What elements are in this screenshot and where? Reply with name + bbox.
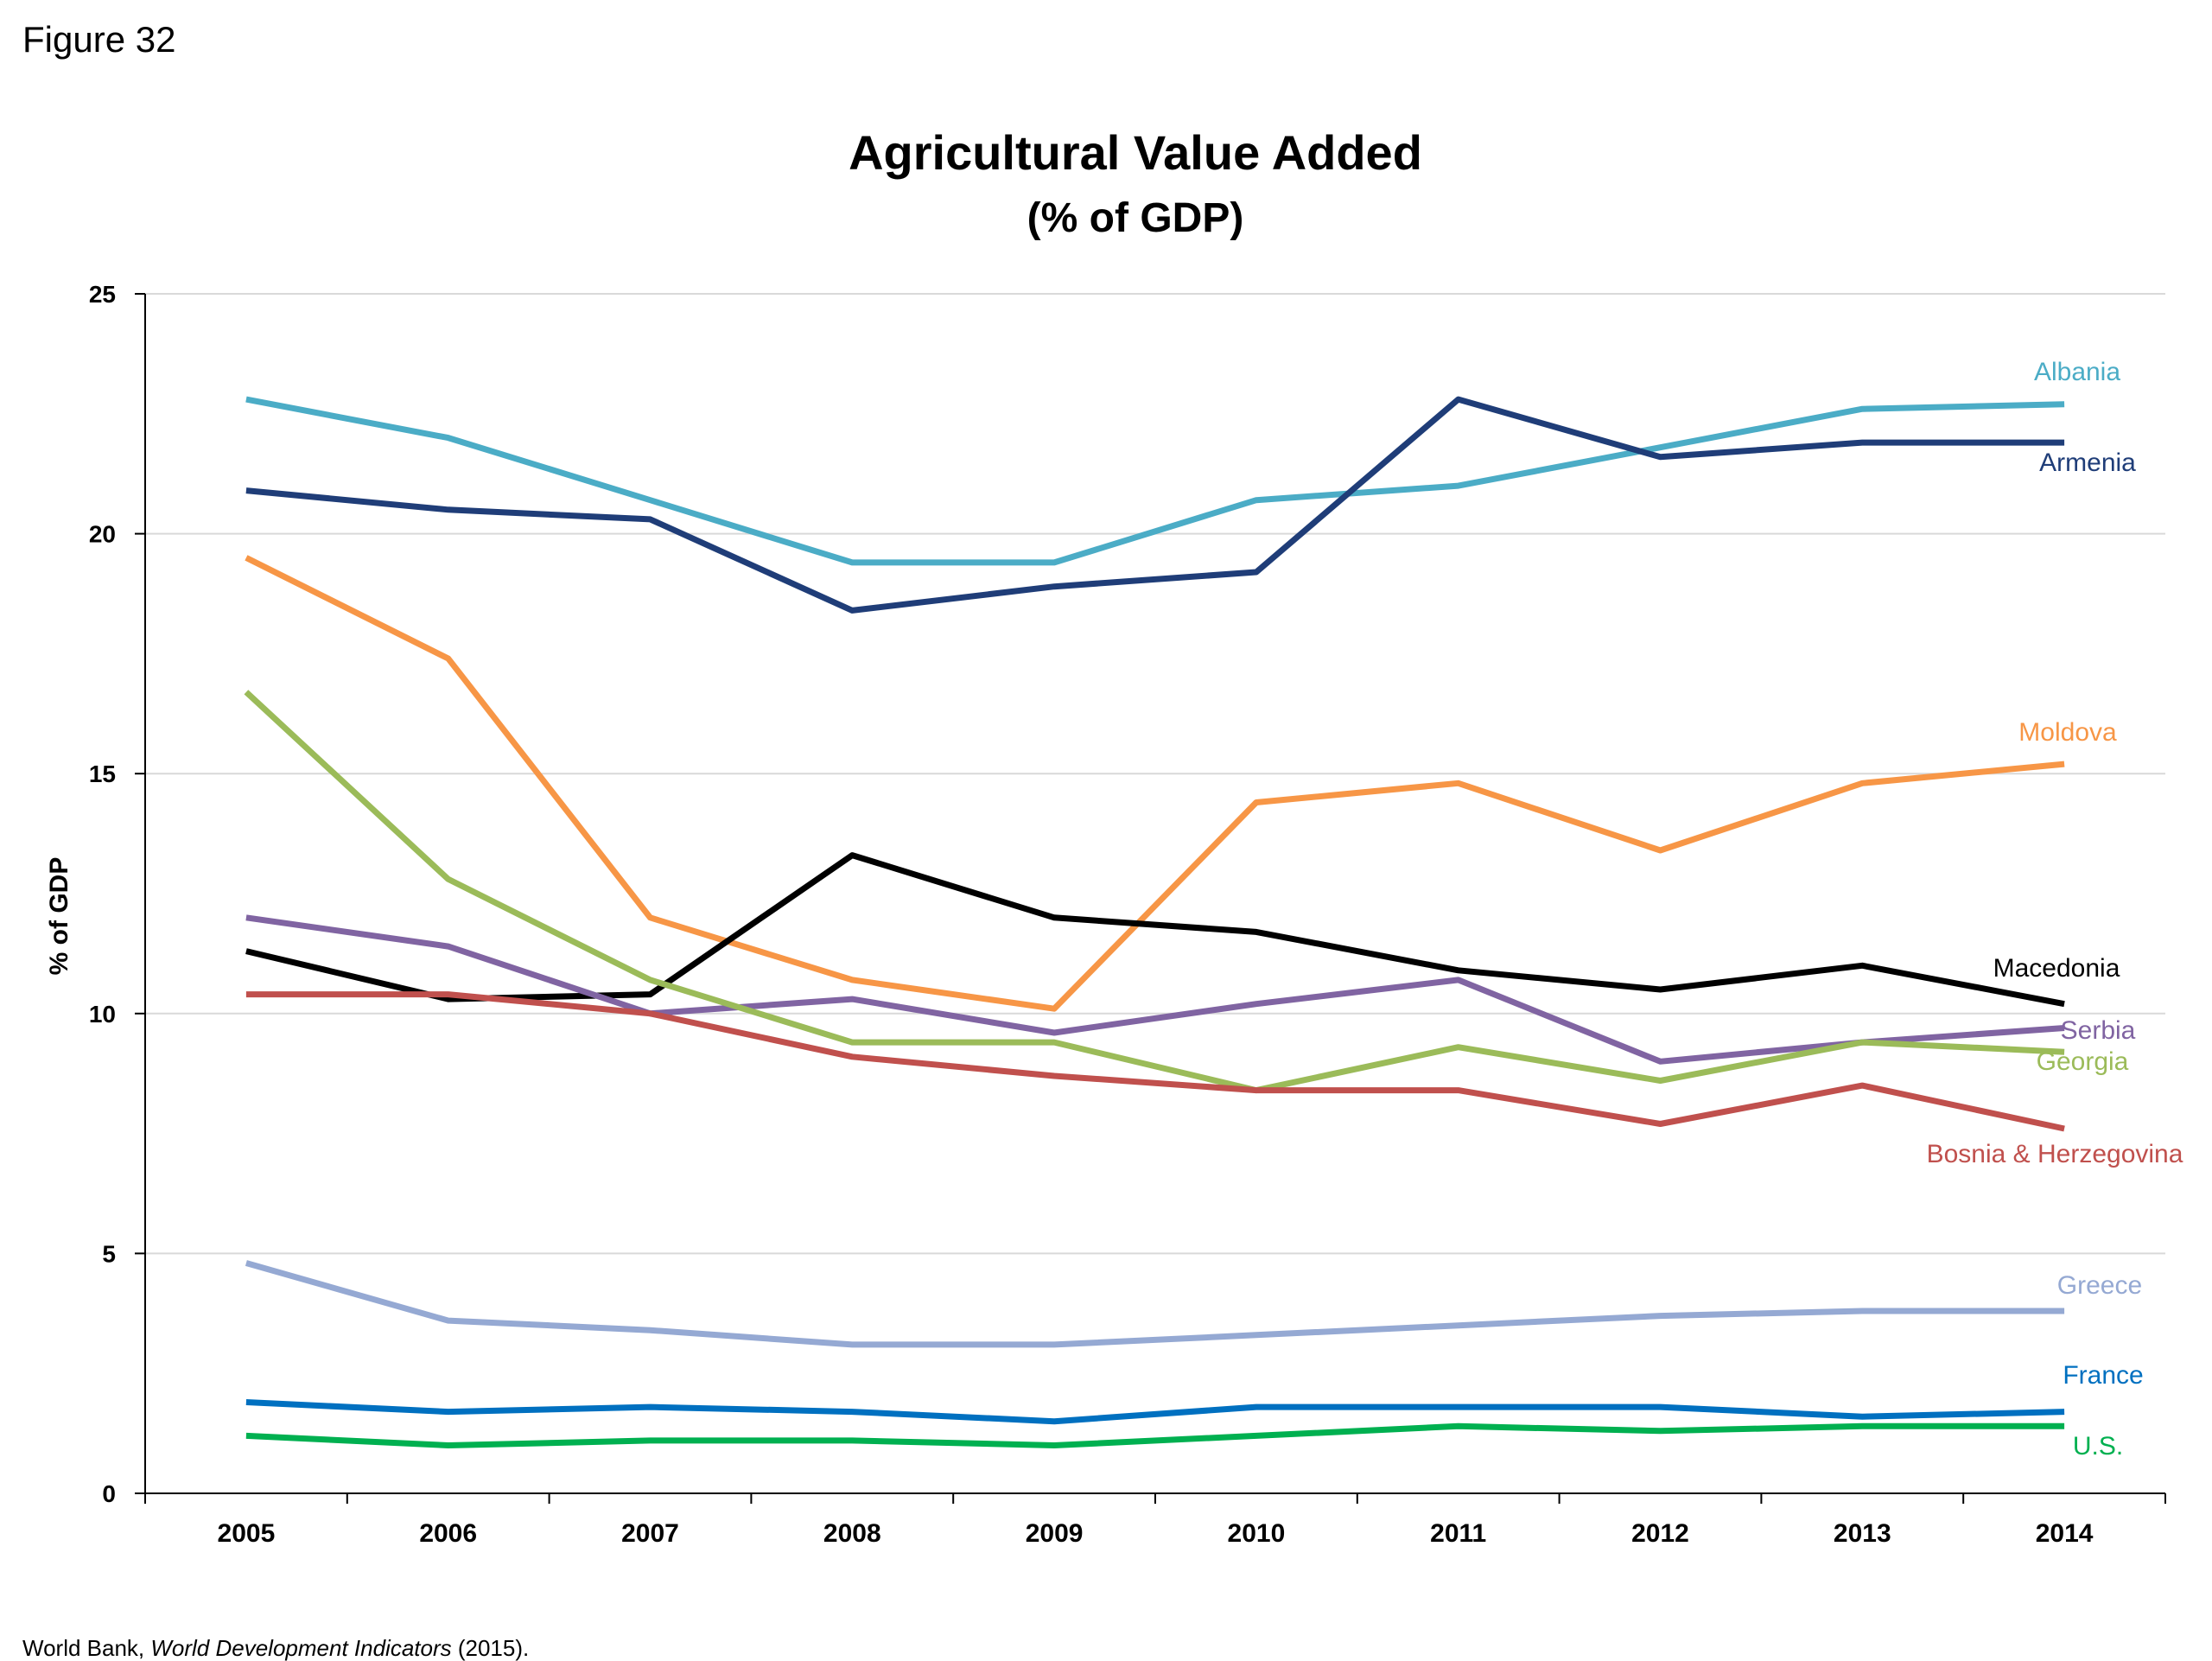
x-tick-label: 2014 — [2036, 1519, 2094, 1548]
series-line — [245, 852, 2065, 1008]
y-axis-label: % of GDP — [45, 857, 73, 976]
x-tick-label: 2013 — [1834, 1519, 1891, 1548]
series-line — [244, 690, 2065, 1094]
chart-subtitle: (% of GDP) — [1027, 195, 1244, 241]
series-line — [245, 914, 2065, 1065]
source-title: World Development Indicators — [150, 1635, 452, 1661]
source-note: World Bank, World Development Indicators… — [22, 1637, 529, 1659]
y-tick-label: 10 — [89, 1001, 116, 1028]
series-label: Georgia — [2037, 1047, 2129, 1076]
source-suffix: (2015). — [451, 1635, 530, 1661]
x-tick-label: 2011 — [1430, 1519, 1486, 1548]
source-prefix: World Bank, — [22, 1635, 151, 1661]
y-tick-label: 5 — [102, 1240, 116, 1267]
series-label: Moldova — [2018, 718, 2117, 747]
series-label: Bosnia & Herzegovina — [1927, 1140, 2183, 1168]
series-label: Macedonia — [1993, 954, 2120, 983]
series-label: France — [2063, 1361, 2143, 1390]
x-tick-label: 2008 — [823, 1519, 881, 1548]
chart-title: Agricultural Value Added — [849, 125, 1422, 180]
series-line — [245, 1260, 2065, 1348]
x-tick-label: 2012 — [1631, 1519, 1689, 1548]
x-tick-label: 2005 — [218, 1519, 276, 1548]
x-tick-label: 2010 — [1228, 1519, 1286, 1548]
y-tick-label: 15 — [89, 760, 116, 787]
series-labels: Albania Armenia Moldova Macedonia SerbiaGeor… — [1927, 358, 2183, 1461]
series-line — [245, 396, 2065, 566]
series-line — [245, 991, 2065, 1132]
figure-label: Figure 32 — [22, 19, 176, 60]
series-label: U.S. — [2073, 1432, 2123, 1461]
x-tick-label: 2009 — [1026, 1519, 1084, 1548]
axes: 0 5 10 15 20 25 2005 2006 2007 2008 2009 2010 2011 20… — [89, 281, 2166, 1548]
series-line — [245, 1399, 2065, 1425]
series-lines — [244, 396, 2065, 1448]
y-tick-label: 0 — [102, 1480, 116, 1507]
series-label: Albania — [2034, 358, 2120, 386]
x-tick-label: 2007 — [621, 1519, 679, 1548]
series-line — [245, 1422, 2065, 1448]
series-label: Serbia — [2061, 1016, 2136, 1045]
series-label: Armenia — [2039, 449, 2136, 477]
y-tick-label: 20 — [89, 521, 116, 548]
x-tick-label: 2006 — [419, 1519, 477, 1548]
series-line — [245, 396, 2065, 614]
series-line — [245, 555, 2065, 1012]
series-label: Greece — [2057, 1271, 2142, 1300]
y-tick-label: 25 — [89, 281, 116, 308]
